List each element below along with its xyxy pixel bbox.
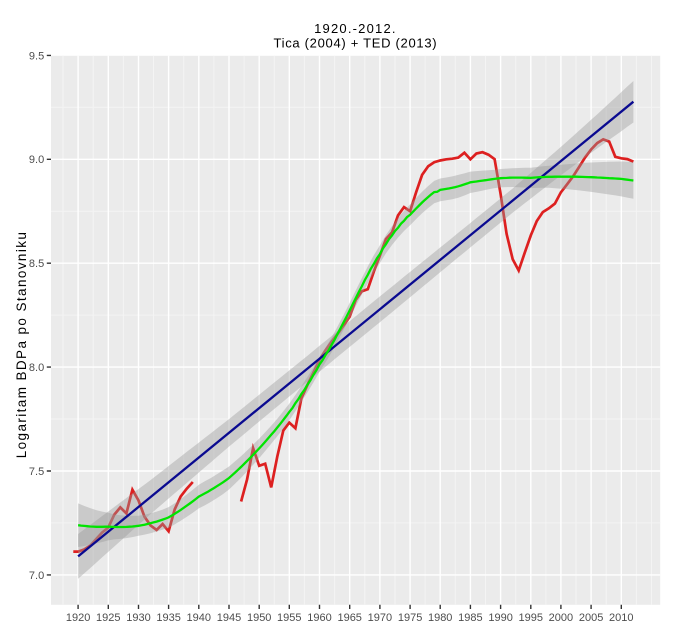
- svg-text:1985: 1985: [458, 612, 482, 624]
- svg-text:1920.-2012.: 1920.-2012.: [314, 21, 397, 36]
- svg-text:8.5: 8.5: [29, 258, 44, 270]
- svg-text:1990: 1990: [488, 612, 512, 624]
- svg-text:1950: 1950: [247, 612, 271, 624]
- svg-text:1920: 1920: [66, 612, 90, 624]
- svg-text:1935: 1935: [156, 612, 180, 624]
- svg-text:1925: 1925: [96, 612, 120, 624]
- svg-text:Tica (2004) + TED (2013): Tica (2004) + TED (2013): [273, 35, 437, 50]
- svg-text:1945: 1945: [217, 612, 241, 624]
- svg-text:7.5: 7.5: [29, 466, 44, 478]
- svg-text:1975: 1975: [398, 612, 422, 624]
- svg-text:1960: 1960: [307, 612, 331, 624]
- svg-text:1995: 1995: [519, 612, 543, 624]
- svg-text:2005: 2005: [579, 612, 603, 624]
- svg-text:1980: 1980: [428, 612, 452, 624]
- svg-text:7.0: 7.0: [29, 570, 44, 582]
- svg-text:Logaritam BDPa po Stanovniku: Logaritam BDPa po Stanovniku: [14, 231, 29, 459]
- svg-text:8.0: 8.0: [29, 362, 44, 374]
- svg-text:2000: 2000: [549, 612, 573, 624]
- svg-text:9.0: 9.0: [29, 154, 44, 166]
- svg-text:1940: 1940: [187, 612, 211, 624]
- svg-text:1955: 1955: [277, 612, 301, 624]
- svg-text:9.5: 9.5: [29, 50, 44, 62]
- svg-text:1930: 1930: [126, 612, 150, 624]
- svg-text:1965: 1965: [337, 612, 361, 624]
- svg-text:2010: 2010: [609, 612, 633, 624]
- svg-text:1970: 1970: [368, 612, 392, 624]
